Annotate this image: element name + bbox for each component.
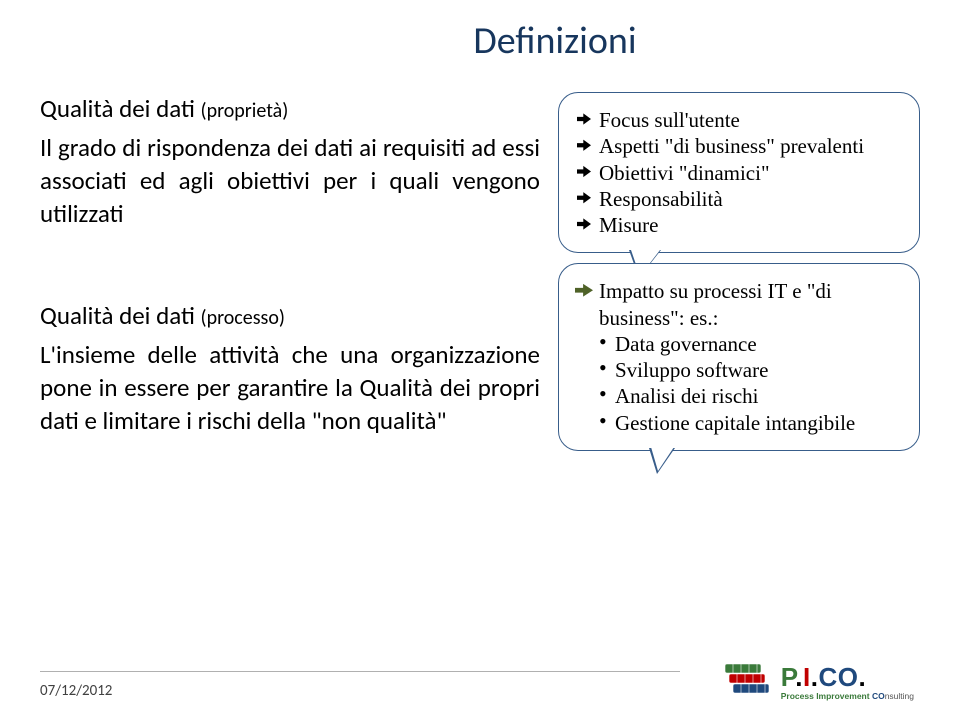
callout-2: Impatto su processi IT e "di business": … <box>558 263 920 451</box>
logo-letters: P.I.CO. <box>781 664 914 690</box>
row-2: Qualità dei dati (processo) L'insieme de… <box>40 299 920 451</box>
callout-1-item: Focus sull'utente <box>577 107 901 133</box>
callout-tail-icon <box>649 448 675 474</box>
callout-1: Focus sull'utente Aspetti "di business" … <box>558 92 920 253</box>
logo: P.I.CO. Process Improvement COnsulting <box>719 660 914 704</box>
logo-tagline: Process Improvement COnsulting <box>781 692 914 701</box>
body-2: L'insieme delle attività che una organiz… <box>40 339 540 436</box>
callout-2-list: Impatto su processi IT e "di business": … <box>577 278 901 436</box>
callout-2-wrap: Impatto su processi IT e "di business": … <box>558 263 920 451</box>
footer-divider <box>40 671 680 672</box>
definition-proprieta: Qualità dei dati (proprietà) Il grado di… <box>40 92 540 230</box>
callout-1-item: Responsabilità <box>577 186 901 212</box>
callout-1-list: Focus sull'utente Aspetti "di business" … <box>577 107 901 238</box>
slide: Definizioni Qualità dei dati (proprietà)… <box>0 0 960 718</box>
callout-1-item: Misure <box>577 212 901 238</box>
heading-2: Qualità dei dati (processo) <box>40 299 540 332</box>
page-title: Definizioni <box>190 18 920 64</box>
definition-processo: Qualità dei dati (processo) L'insieme de… <box>40 299 540 437</box>
callout-1-item: Aspetti "di business" prevalenti <box>577 133 901 159</box>
callout-2-item: Data governance <box>577 331 901 357</box>
callout-1-wrap: Focus sull'utente Aspetti "di business" … <box>558 92 920 253</box>
callout-2-item: Analisi dei rischi <box>577 383 901 409</box>
logo-icon <box>719 660 775 704</box>
row-1: Qualità dei dati (proprietà) Il grado di… <box>40 92 920 253</box>
callout-2-item: Sviluppo software <box>577 357 901 383</box>
heading-1: Qualità dei dati (proprietà) <box>40 92 540 125</box>
callout-2-lead: Impatto su processi IT e "di business": … <box>577 278 901 331</box>
callout-2-item: Gestione capitale intangibile <box>577 410 901 436</box>
footer: 07/12/2012 <box>40 671 920 700</box>
logo-text: P.I.CO. Process Improvement COnsulting <box>781 664 914 701</box>
callout-1-item: Obiettivi "dinamici" <box>577 160 901 186</box>
body-1: Il grado di rispondenza dei dati ai requ… <box>40 132 540 229</box>
